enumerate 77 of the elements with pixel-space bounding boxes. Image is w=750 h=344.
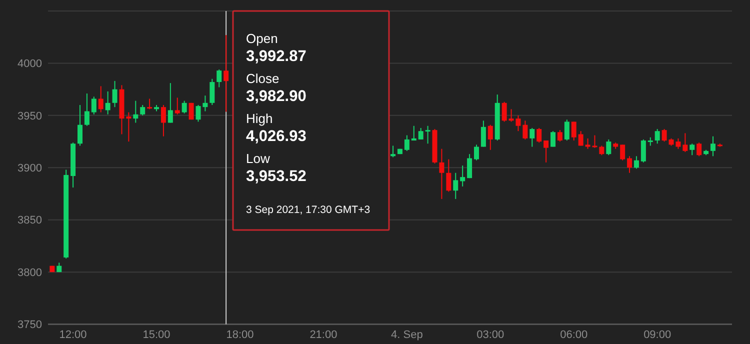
candlestick: [216, 68, 222, 88]
candlestick: [77, 104, 82, 146]
candlestick: [488, 124, 493, 150]
candlestick: [224, 34, 229, 112]
candlestick: [126, 112, 132, 142]
x-tick-label: 06:00: [560, 329, 588, 341]
candlestick: [446, 158, 452, 192]
candlestick: [474, 144, 479, 161]
candlestick: [544, 140, 549, 163]
candlestick: [564, 119, 570, 141]
annotation: High: [246, 111, 273, 126]
candlestick: [168, 82, 173, 124]
candlestick: [196, 104, 201, 122]
candlestick: [460, 165, 466, 187]
candlestick: [404, 134, 410, 152]
annotation: 3,982.90: [246, 88, 306, 105]
y-tick-label: 4000: [18, 58, 42, 70]
candlestick: [606, 138, 612, 156]
candlestick: [620, 144, 626, 161]
candlestick: [599, 145, 604, 156]
x-tick-label: 09:00: [644, 329, 672, 341]
candlestick: [439, 148, 444, 200]
annotation: Low: [246, 151, 270, 166]
y-tick-label: 3900: [18, 162, 42, 174]
candlestick: [91, 96, 96, 115]
candlestick: [112, 80, 118, 108]
candlestick: [557, 130, 562, 142]
x-tick-label: 21:00: [310, 329, 338, 341]
candlestick: [411, 125, 416, 141]
annotation: 4,026.93: [246, 128, 307, 145]
x-tick-label: 03:00: [476, 329, 504, 341]
candlestick: [202, 95, 208, 112]
annotation: Open: [246, 31, 278, 46]
x-tick-label: 15:00: [142, 329, 170, 341]
y-tick-label: 3950: [18, 110, 42, 122]
candlestick: [640, 138, 646, 163]
candlestick: [571, 121, 576, 141]
annotation: 3,992.87: [246, 48, 306, 65]
candlestick: [627, 156, 632, 174]
y-tick-label: 3750: [18, 319, 42, 332]
x-tick-label: 4. Sep: [391, 329, 423, 341]
candlestick: [662, 128, 667, 142]
candlestick: [578, 130, 584, 146]
x-tick-label: 18:00: [226, 329, 254, 341]
candlestick: [502, 101, 507, 122]
y-tick-label: 3850: [18, 214, 42, 227]
candlestick: [98, 86, 104, 113]
candlestick: [418, 127, 424, 140]
candlestick: [696, 142, 702, 157]
candlestick: [453, 172, 458, 200]
candlestick: [182, 100, 187, 114]
candlestick: [174, 97, 180, 115]
candlestick: [84, 93, 90, 126]
candlestick: [147, 98, 152, 110]
candlestick: [550, 130, 556, 148]
candlestick: [105, 90, 110, 115]
candlestick: [133, 100, 138, 124]
candlestick: [682, 132, 688, 152]
candlestick: [654, 128, 660, 144]
candlestick: [690, 143, 695, 156]
candlestick: [140, 104, 146, 116]
annotation: 3 Sep 2021, 17:30 GMT+3: [246, 204, 370, 216]
candlestick: [522, 120, 528, 140]
candlestick: [425, 125, 430, 144]
x-tick-label: 12:00: [59, 329, 87, 341]
candlestick: [210, 78, 215, 106]
candlestick: [634, 156, 639, 170]
candlestick: [467, 154, 472, 179]
annotation: 3,953.52: [246, 168, 306, 185]
candlestick: [536, 127, 542, 144]
annotation: Close: [246, 71, 280, 86]
y-tick-label: 3800: [18, 266, 42, 279]
candlestick: [710, 136, 716, 157]
candlestick: [530, 127, 535, 148]
candlestick: [160, 104, 166, 137]
candlestick: [480, 120, 486, 148]
candlestick: [390, 145, 396, 158]
